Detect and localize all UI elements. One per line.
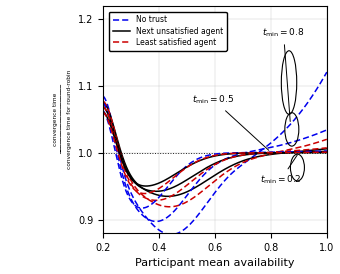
Legend: No trust, Next unsatisfied agent, Least satisfied agent: No trust, Next unsatisfied agent, Least … xyxy=(109,12,227,51)
Text: $t_{\min} = 0.5$: $t_{\min} = 0.5$ xyxy=(192,94,269,150)
X-axis label: Participant mean availability: Participant mean availability xyxy=(135,258,294,269)
Text: convergence time
────────────────────
convergence time for round-robin: convergence time ──────────────────── co… xyxy=(53,70,72,169)
Text: $t_{\min} = 0.8$: $t_{\min} = 0.8$ xyxy=(262,27,305,121)
Text: $t_{\min} = 0.2$: $t_{\min} = 0.2$ xyxy=(260,155,301,187)
